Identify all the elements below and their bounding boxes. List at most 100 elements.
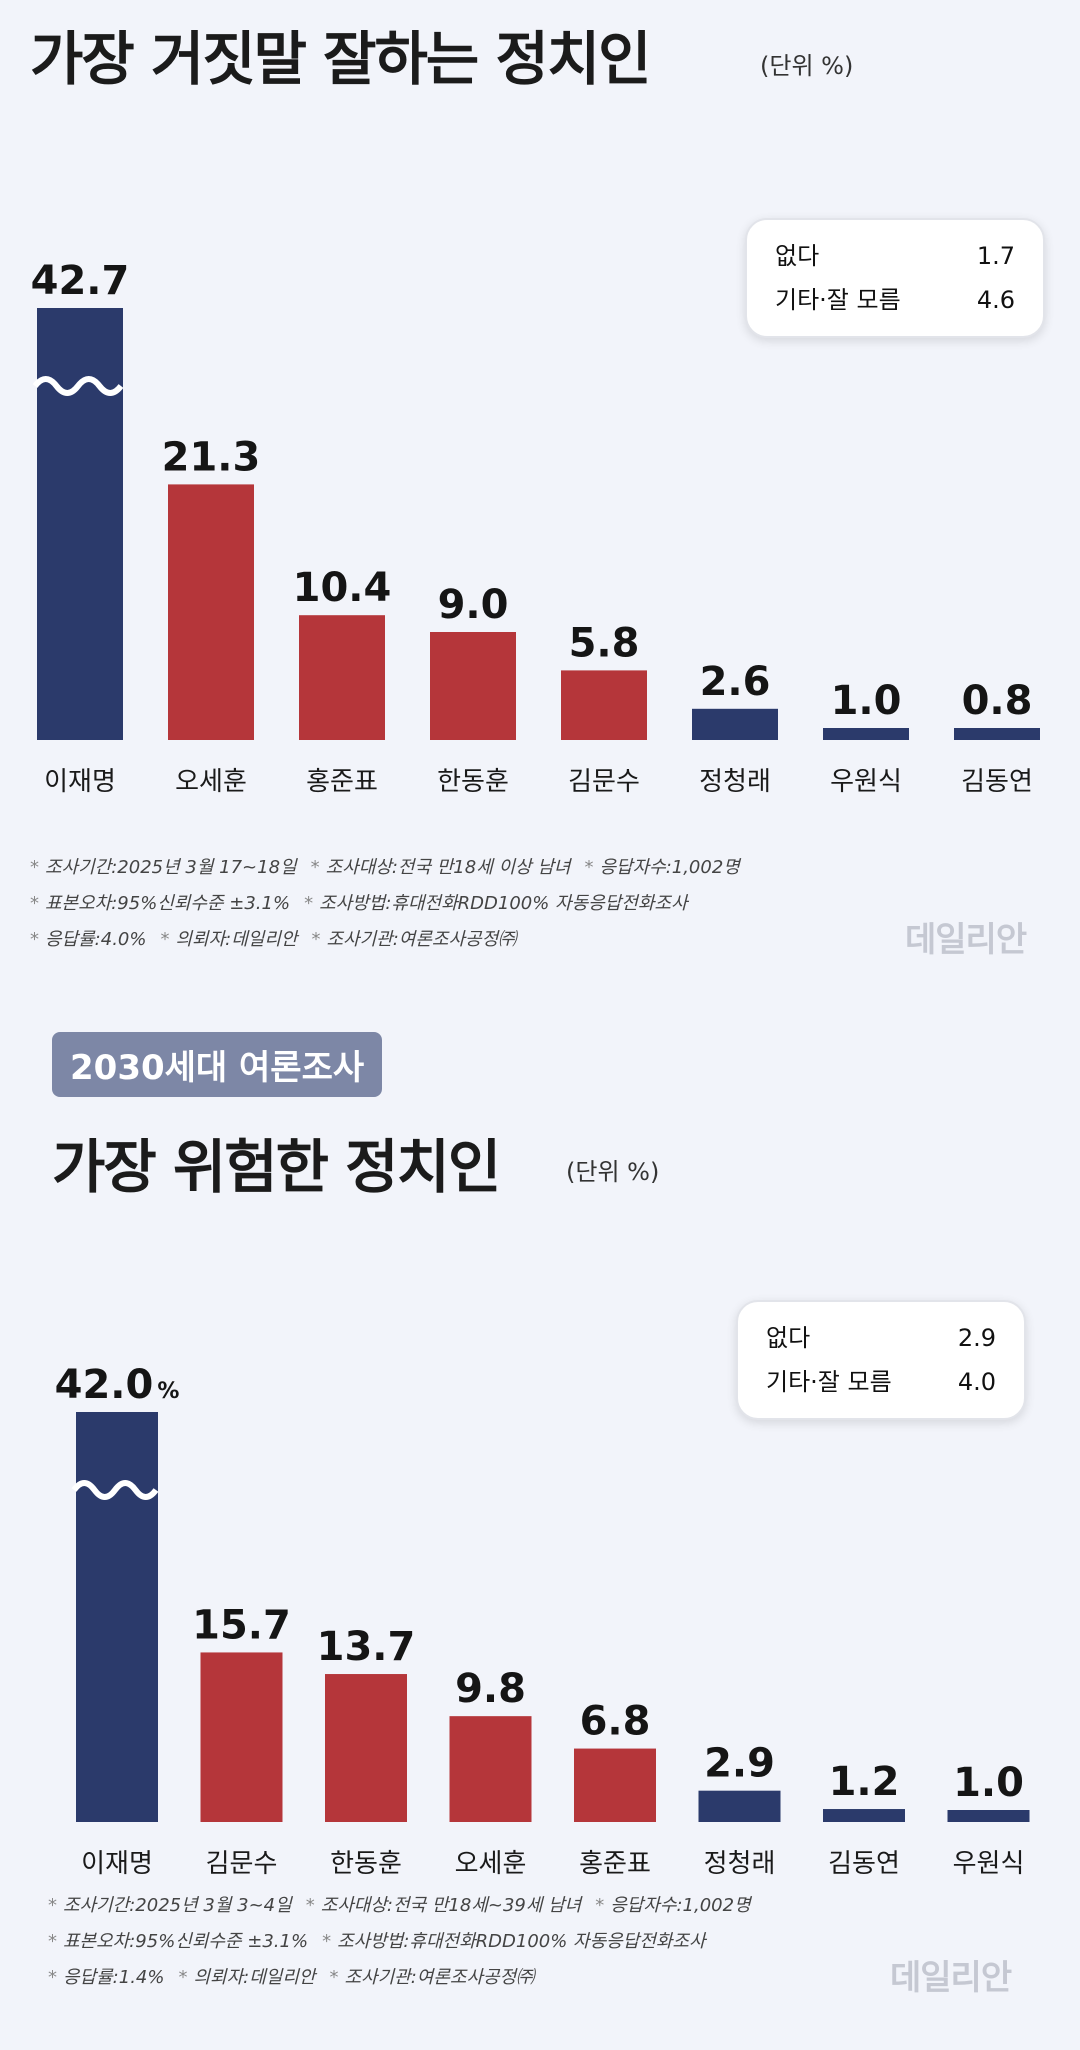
category-label: 홍준표: [306, 767, 378, 797]
category-label: 우원식: [830, 767, 902, 797]
category-label: 한동훈: [330, 1849, 402, 1879]
data-label: 1.0: [953, 1760, 1024, 1806]
note-item: 조사대상:전국 만18세~39세 남녀: [320, 1895, 582, 1916]
bar: [947, 1810, 1030, 1822]
survey-notes: * 조사기간:2025년 3월 17~18일 * 조사대상:전국 만18세 이상 남녀…: [30, 850, 740, 958]
bullet-icon: *: [584, 857, 594, 878]
category-label: 오세훈: [455, 1849, 527, 1879]
note-item: 표본오차:95%신뢰수준 ±3.1%: [45, 893, 291, 914]
note-item: 응답률:4.0%: [45, 929, 147, 950]
axis-break-mark: [71, 1480, 159, 1500]
data-label: 6.8: [580, 1699, 651, 1745]
legend-label: 기타·잘 모름: [775, 286, 901, 314]
legend-row: 기타·잘 모름 4.0: [766, 1360, 996, 1404]
data-label: 1.2: [829, 1759, 900, 1805]
note-line: * 응답률:1.4% * 의뢰자:데일리안 * 조사기관:여론조사공정㈜: [48, 1960, 751, 1996]
legend-row: 기타·잘 모름 4.6: [775, 278, 1015, 322]
note-item: 표본오차:95%신뢰수준 ±3.1%: [63, 1931, 309, 1952]
bullet-icon: *: [311, 929, 321, 950]
legend-label: 없다: [766, 1324, 811, 1352]
note-item: 조사기관:여론조사공정㈜: [344, 1967, 535, 1988]
bar: [954, 728, 1040, 740]
bullet-icon: *: [160, 929, 170, 950]
category-label: 이재명: [44, 767, 116, 797]
note-item: 의뢰자:데일리안: [175, 929, 298, 950]
legend-value: 1.7: [976, 242, 1015, 270]
bar: [37, 308, 123, 740]
data-label: 0.8: [962, 678, 1033, 724]
unit-label: (단위 %): [566, 1158, 660, 1186]
bullet-icon: *: [310, 857, 320, 878]
category-label: 김동연: [961, 767, 1033, 797]
note-line: * 표본오차:95%신뢰수준 ±3.1% * 조사방법:휴대전화RDD100% 자동응…: [48, 1924, 751, 1960]
note-item: 조사기간:2025년 3월 17~18일: [45, 857, 297, 878]
bar: [430, 632, 516, 740]
unit-suffix: %: [157, 1379, 179, 1404]
watermark-logo: 데일리안: [905, 920, 1027, 960]
category-label: 정청래: [704, 1849, 776, 1879]
note-item: 의뢰자:데일리안: [193, 1967, 316, 1988]
category-label: 김동연: [828, 1849, 900, 1879]
bullet-icon: *: [178, 1967, 188, 1988]
axis-break-mark: [32, 376, 124, 396]
category-label: 김문수: [568, 767, 640, 797]
data-label: 1.0: [831, 678, 902, 724]
legend-row: 없다 1.7: [775, 234, 1015, 278]
data-label: 13.7: [317, 1624, 416, 1670]
data-label: 2.6: [700, 659, 771, 705]
category-label: 정청래: [699, 767, 771, 797]
bar: [449, 1716, 532, 1822]
note-item: 응답률:1.4%: [63, 1967, 165, 1988]
data-label: 42.7: [31, 258, 130, 304]
note-item: 조사방법:휴대전화RDD100% 자동응답전화조사: [319, 893, 688, 914]
bullet-icon: *: [305, 1895, 315, 1916]
note-item: 조사방법:휴대전화RDD100% 자동응답전화조사: [337, 1931, 706, 1952]
bar-chart: 42.7 이재명 21.3 오세훈 10.4 홍준표 9.0 한동훈 5.8 김문수 2.6 정청래 1…: [31, 258, 1040, 797]
note-item: 응답자수:1,002명: [610, 1895, 751, 1916]
bar: [168, 484, 254, 740]
bar: [698, 1790, 781, 1822]
category-label: 김문수: [206, 1849, 278, 1879]
data-label: 9.0: [438, 582, 509, 628]
chart-title: 가장 거짓말 잘하는 정치인: [30, 25, 652, 93]
note-item: 조사대상:전국 만18세 이상 남녀: [325, 857, 571, 878]
note-line: * 조사기간:2025년 3월 17~18일 * 조사대상:전국 만18세 이상 남녀…: [30, 850, 740, 886]
chart-section-2: 2030세대 여론조사 가장 위험한 정치인 (단위 %) 42.0% 이재명 15…: [0, 1020, 1080, 2041]
bullet-icon: *: [30, 929, 39, 950]
legend-value: 4.0: [957, 1368, 996, 1396]
bar: [299, 615, 385, 740]
bar: [692, 708, 778, 740]
category-label: 우원식: [953, 1849, 1025, 1879]
bullet-icon: *: [322, 1931, 332, 1952]
bar: [823, 1809, 905, 1822]
note-line: * 응답률:4.0% * 의뢰자:데일리안 * 조사기관:여론조사공정㈜: [30, 922, 740, 958]
bullet-icon: *: [48, 1931, 57, 1952]
legend-box: 없다 2.9 기타·잘 모름 4.0: [736, 1300, 1026, 1420]
note-line: * 표본오차:95%신뢰수준 ±3.1% * 조사방법:휴대전화RDD100% 자동응…: [30, 886, 740, 922]
note-item: 응답자수:1,002명: [599, 857, 740, 878]
bar: [200, 1652, 283, 1822]
bullet-icon: *: [304, 893, 314, 914]
bar: [325, 1674, 407, 1822]
legend-value: 2.9: [957, 1324, 996, 1352]
data-label: 5.8: [569, 620, 640, 666]
bullet-icon: *: [329, 1967, 339, 1988]
category-label: 한동훈: [437, 767, 509, 797]
legend-value: 4.6: [976, 286, 1015, 314]
legend-label: 기타·잘 모름: [766, 1368, 892, 1396]
legend-label: 없다: [775, 242, 820, 270]
data-label: 15.7: [192, 1602, 291, 1648]
chart-title: 가장 위험한 정치인: [52, 1133, 501, 1201]
category-label: 오세훈: [175, 767, 247, 797]
survey-badge: 2030세대 여론조사: [52, 1032, 383, 1097]
data-label: 10.4: [293, 565, 392, 611]
note-item: 조사기간:2025년 3월 3~4일: [63, 1895, 292, 1916]
legend-row: 없다 2.9: [766, 1316, 996, 1360]
data-label: 2.9: [704, 1741, 775, 1787]
chart-section-1: 가장 거짓말 잘하는 정치인 (단위 %) 42.7 이재명 21.3 오세훈 10.4…: [0, 0, 1080, 980]
bar-chart: 42.0 % 이재명 15.7 김문수 13.7 한동훈 9.8 오세훈 6.8 홍준표 2.9 정청래…: [55, 1362, 1030, 1879]
bullet-icon: *: [48, 1967, 57, 1988]
bullet-icon: *: [30, 857, 39, 878]
legend-box: 없다 1.7 기타·잘 모름 4.6: [745, 218, 1045, 338]
unit-label: (단위 %): [760, 52, 854, 80]
